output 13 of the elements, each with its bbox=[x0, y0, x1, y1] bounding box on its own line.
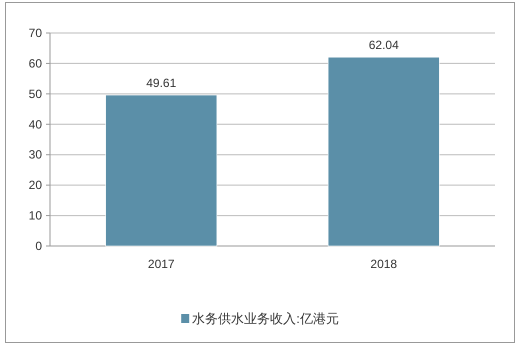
y-tick-label: 10 bbox=[28, 208, 42, 223]
y-tick-label: 50 bbox=[28, 86, 42, 101]
legend-label: 水务供水业务收入:亿港元 bbox=[192, 311, 339, 326]
y-tick-label: 30 bbox=[28, 148, 42, 162]
x-tick-label: 2017 bbox=[148, 257, 175, 271]
y-tick-label: 70 bbox=[28, 26, 42, 40]
y-tick-label: 60 bbox=[28, 56, 42, 70]
data-label: 62.04 bbox=[368, 38, 400, 52]
data-label: 49.61 bbox=[146, 76, 177, 90]
y-tick-label: 20 bbox=[28, 178, 42, 192]
y-tick-label: 40 bbox=[28, 117, 42, 132]
y-tick-label: 0 bbox=[35, 239, 42, 253]
x-tick-label: 2018 bbox=[370, 257, 398, 271]
